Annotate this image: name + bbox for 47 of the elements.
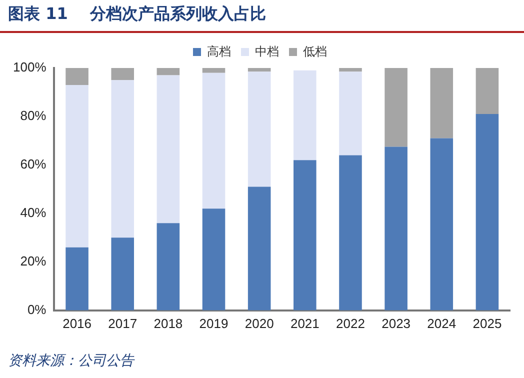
- x-tick-label: 2023: [382, 316, 411, 331]
- x-tick-label: 2016: [62, 316, 92, 331]
- bar: [339, 155, 362, 310]
- bar: [384, 68, 408, 147]
- bar: [384, 146, 408, 310]
- y-tick-label: 40%: [20, 205, 47, 220]
- x-tick-label: 2019: [199, 316, 228, 331]
- y-tick-label: 100%: [13, 60, 47, 75]
- chart-title: 图表 11 分档次产品系列收入占比: [8, 4, 266, 25]
- x-tick-label: 2018: [154, 316, 183, 331]
- bar: [339, 72, 362, 156]
- bar: [156, 223, 180, 310]
- x-tick-label: 2020: [244, 316, 274, 331]
- y-tick-label: 20%: [20, 254, 47, 268]
- bar: [294, 70, 316, 160]
- bar: [66, 68, 88, 85]
- bar: [339, 68, 362, 72]
- bar: [248, 186, 271, 310]
- x-tick-label: 2017: [108, 316, 138, 331]
- x-tick-label: 2025: [472, 316, 502, 331]
- bar: [430, 138, 454, 310]
- x-tick-label: 2021: [290, 316, 320, 331]
- bar: [66, 84, 88, 248]
- bar: [430, 68, 454, 138]
- text: 资料来源：公司公告: [8, 352, 134, 370]
- x-tick-label: 2022: [336, 316, 365, 331]
- bar: [294, 160, 316, 310]
- legend-label: 高档: [207, 44, 231, 58]
- bar: [111, 238, 134, 310]
- bar: [476, 68, 499, 114]
- bar: [248, 68, 271, 72]
- bar: [66, 247, 88, 310]
- y-tick-label: 80%: [20, 108, 47, 124]
- legend-label: 低档: [303, 44, 327, 58]
- bar: [202, 68, 226, 73]
- bar: [202, 72, 226, 209]
- bar: [156, 75, 180, 224]
- bar: [476, 114, 499, 310]
- bar: [156, 68, 180, 76]
- bar: [202, 208, 226, 310]
- bar: [248, 72, 271, 187]
- bar: [111, 68, 134, 80]
- legend-label: 中档: [255, 44, 279, 58]
- x-tick-label: 2024: [427, 316, 456, 331]
- bar: [111, 80, 134, 238]
- y-tick-label: 60%: [20, 156, 47, 172]
- y-tick-label: 0%: [27, 302, 47, 317]
